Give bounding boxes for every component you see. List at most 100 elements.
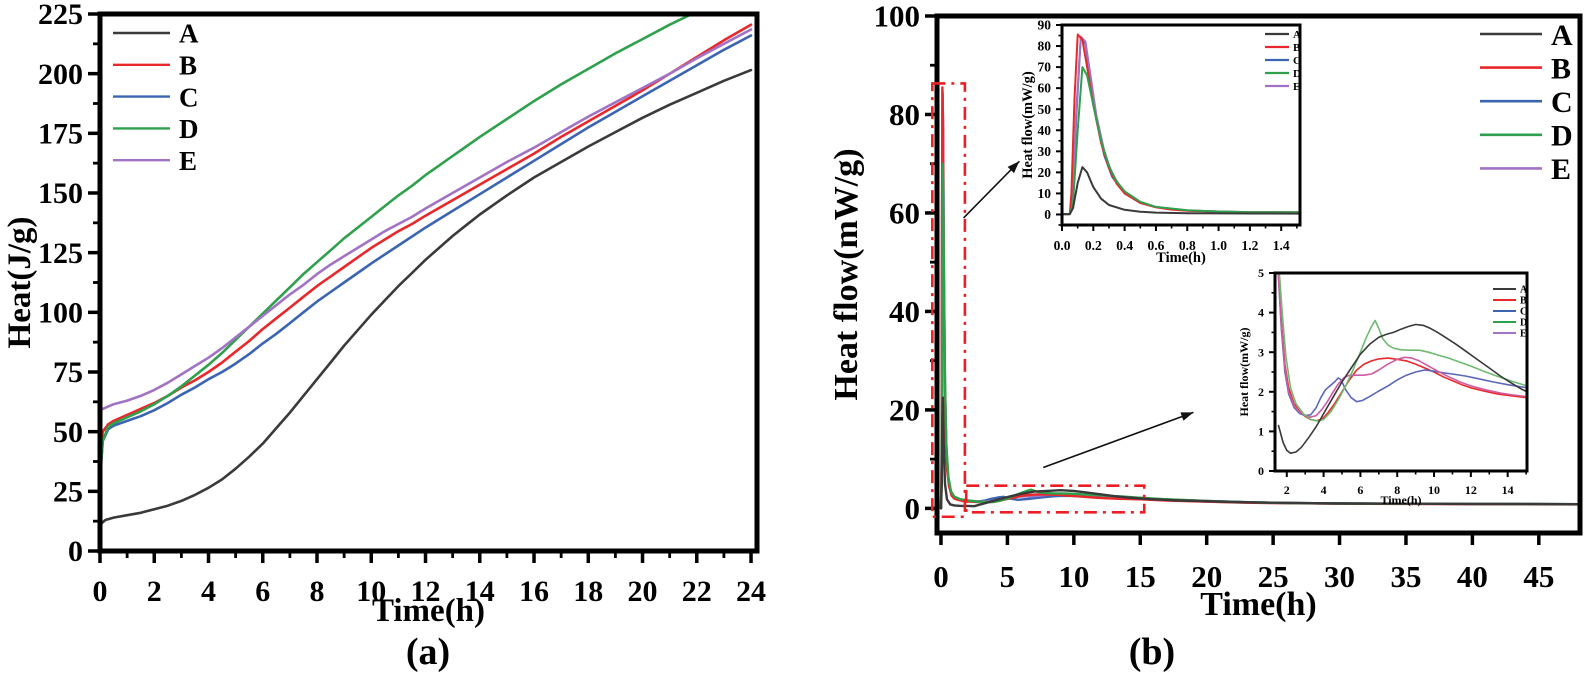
- series-line-B: [100, 23, 753, 481]
- x-tick-label: 14: [465, 575, 495, 608]
- y-axis-label-b: Heat flow(mW/g): [828, 148, 865, 400]
- y-tick-label: 80: [1038, 39, 1052, 54]
- legend-label-A: A: [1551, 19, 1573, 52]
- series-line-A: [939, 396, 1580, 510]
- plot-frame-b-inset2: [1273, 271, 1529, 473]
- legend-label-D: D: [1520, 318, 1527, 329]
- series-line-C: [100, 34, 753, 488]
- caption-a: (a): [405, 631, 451, 673]
- y-axis-label-a: Heat(J/g): [2, 217, 38, 349]
- legend-label-D: D: [179, 114, 199, 144]
- y-tick-label: 70: [1038, 60, 1052, 75]
- y-tick-label: 20: [889, 392, 920, 427]
- x-tick-label: 20: [1191, 559, 1222, 594]
- legend-label-C: C: [179, 82, 199, 112]
- y-tick-label: 175: [38, 118, 83, 151]
- legend-label-D: D: [1551, 120, 1573, 153]
- legend-label-E: E: [1520, 329, 1527, 340]
- y-tick-label: 0: [68, 535, 83, 568]
- x-tick-label: 10: [1058, 559, 1089, 594]
- series-group-a: [100, 14, 753, 527]
- x-tick-label: 1.2: [1241, 238, 1258, 253]
- x-tick-label: 0.8: [1179, 238, 1196, 253]
- y-tick-label: 50: [53, 416, 83, 449]
- series-group-b-inset2: [1277, 273, 1527, 455]
- x-tick-label: 16: [519, 575, 549, 608]
- y-axis-label-b-inset2: Heat flow(mW/g): [1237, 328, 1251, 417]
- y-tick-label: 60: [889, 195, 920, 230]
- y-tick-label: 3: [1258, 345, 1264, 359]
- caption-b: (b): [1128, 631, 1176, 673]
- legend-label-A: A: [1520, 285, 1528, 296]
- y-tick-label: 80: [889, 97, 920, 132]
- x-tick-label: 10: [1428, 483, 1440, 497]
- series-line-A: [1062, 166, 1300, 216]
- series-line-A: [100, 68, 753, 527]
- x-tick-label: 1.4: [1273, 238, 1290, 253]
- legend-label-E: E: [1293, 81, 1300, 93]
- legend-label-E: E: [1551, 153, 1571, 186]
- y-tick-label: 225: [38, 0, 83, 31]
- series-line-D: [100, 14, 695, 481]
- series-line-A: [1277, 323, 1527, 455]
- legend-label-C: C: [1520, 307, 1527, 318]
- y-tick-label: 100: [38, 297, 83, 330]
- series-line-B: [1277, 273, 1527, 422]
- y-tick-label: 0: [905, 491, 921, 526]
- highlight-rect: [931, 82, 967, 519]
- y-tick-label: 90: [1038, 18, 1052, 33]
- x-tick-label: 0: [933, 559, 949, 594]
- y-tick-label: 150: [38, 177, 83, 210]
- y-tick-label: 2: [1258, 385, 1264, 399]
- arrowhead-icon: [1007, 161, 1020, 174]
- y-tick-label: 1: [1258, 424, 1264, 438]
- x-axis-label-b-inset1: Time(h): [1156, 250, 1206, 266]
- x-tick-label: 12: [411, 575, 441, 608]
- x-tick-label: 14: [1502, 483, 1514, 497]
- y-tick-label: 50: [1038, 102, 1052, 117]
- chart-b: 0 5 10 15 20 25 30 35 40 45020406080100Time(h)Hea…: [828, 0, 1583, 623]
- x-tick-label: 0.0: [1054, 238, 1071, 253]
- series-line-E: [100, 28, 753, 412]
- x-tick-label: 4: [1321, 483, 1327, 497]
- x-tick-label: 20: [628, 575, 658, 608]
- x-axis-label-a: Time(h): [372, 593, 485, 629]
- x-tick-label: 10: [356, 575, 386, 608]
- legend-label-B: B: [1551, 52, 1571, 85]
- chart-b-inset1: 0.0 0.2 0.4 0.6 0.8 1.0 1.2 1.4 0 10 20 30 40 50 60 70 8…: [1020, 18, 1302, 266]
- series-line-D: [1062, 66, 1300, 216]
- x-tick-label: 5: [1000, 559, 1016, 594]
- legend-label-A: A: [179, 19, 199, 49]
- highlight-rect: [964, 484, 1146, 514]
- x-axis-label-b: Time(h): [1200, 586, 1316, 623]
- axis-ticks-a: 0 2 4 6 8 10 12 14 16 18 20 22 240255075100125150175…: [38, 0, 766, 608]
- x-tick-label: 0: [93, 575, 108, 608]
- pointer-arrow: [1043, 411, 1194, 469]
- legend-label-A: A: [1293, 29, 1301, 41]
- y-tick-label: 5: [1258, 266, 1264, 280]
- x-tick-label: 8: [310, 575, 325, 608]
- y-axis-label-b-inset1: Heat flow(mW/g): [1020, 71, 1036, 179]
- y-tick-label: 20: [1038, 165, 1052, 180]
- y-tick-label: 4: [1258, 306, 1264, 320]
- y-tick-label: 0: [1044, 207, 1051, 222]
- plot-frame-a: [97, 11, 760, 554]
- x-tick-label: 25: [1258, 559, 1289, 594]
- x-tick-label: 15: [1125, 559, 1156, 594]
- series-line-E: [1277, 273, 1527, 418]
- x-tick-label: 4: [201, 575, 216, 608]
- x-tick-label: 6: [255, 575, 270, 608]
- x-tick-label: 18: [573, 575, 603, 608]
- x-tick-label: 8: [1394, 483, 1400, 497]
- x-tick-label: 0.4: [1116, 238, 1133, 253]
- x-tick-label: 0.6: [1148, 238, 1165, 253]
- x-axis-label-b-inset2: Time(h): [1380, 493, 1421, 507]
- x-tick-label: 1.0: [1210, 238, 1227, 253]
- series-line-D: [939, 162, 1580, 510]
- y-tick-label: 60: [1038, 81, 1052, 96]
- x-tick-label: 2: [147, 575, 162, 608]
